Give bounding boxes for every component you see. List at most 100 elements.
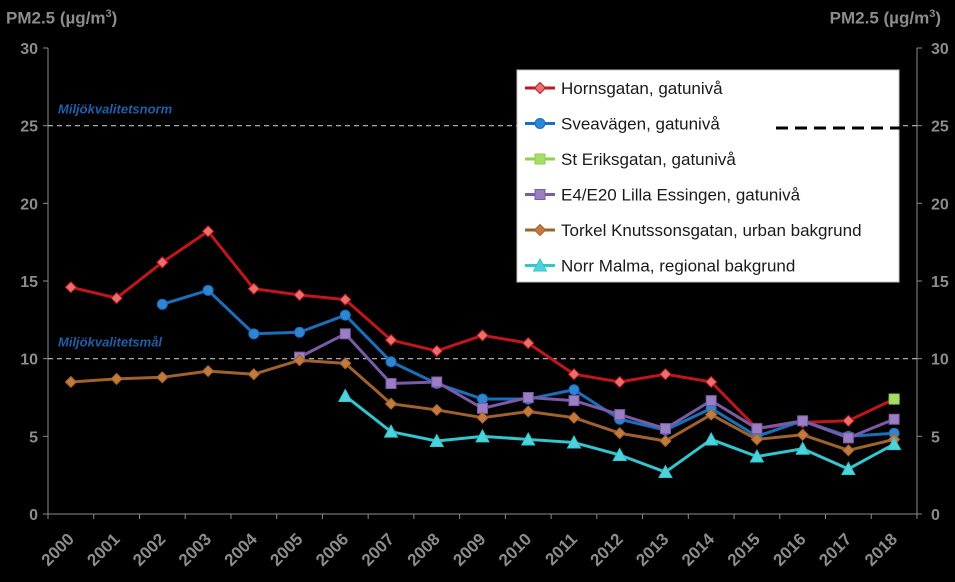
data-point (384, 397, 398, 410)
x-tick-label: 2018 (861, 530, 901, 570)
data-point (567, 367, 581, 381)
data-point (522, 405, 535, 418)
y-tick-label-right: 0 (931, 507, 940, 524)
legend-marker (534, 189, 546, 200)
data-point (612, 447, 628, 461)
y-tick-label-right: 15 (931, 274, 949, 291)
reference-line-label: Miljökvalitetsmål (58, 335, 162, 350)
data-point (749, 448, 765, 463)
y-tick-label-right: 30 (931, 41, 949, 58)
data-point (201, 364, 215, 378)
data-point (110, 372, 123, 386)
data-point (886, 436, 902, 451)
legend-label: St Eriksgatan, gatunivå (561, 150, 736, 169)
data-point (842, 444, 855, 457)
data-point (475, 428, 490, 443)
y-tick-label-left: 15 (20, 274, 38, 291)
x-tick-label: 2015 (724, 530, 764, 570)
y-tick-label-right: 5 (931, 429, 940, 446)
data-point (703, 431, 719, 446)
y-tick-label-left: 5 (29, 429, 38, 446)
data-point (339, 357, 352, 370)
data-point (202, 284, 214, 296)
x-tick-label: 2007 (358, 530, 398, 570)
data-point (659, 367, 672, 381)
series-line (298, 332, 895, 440)
x-tick-label: 2014 (678, 529, 719, 570)
data-point (750, 433, 764, 446)
y-tick-label-left: 10 (20, 352, 38, 369)
data-point (247, 282, 261, 295)
data-point (429, 433, 445, 447)
data-point (704, 375, 718, 389)
data-point (613, 427, 626, 440)
legend-marker (532, 257, 548, 272)
data-point (888, 393, 900, 405)
data-point (293, 288, 306, 302)
data-point (522, 336, 535, 350)
legend-box (516, 69, 900, 283)
data-point (613, 375, 626, 389)
data-point (568, 395, 580, 407)
data-point (751, 423, 763, 435)
y-axis-unit-right: PM2.5 (µg/m3) (829, 8, 941, 28)
data-point (110, 291, 123, 305)
legend-label: Hornsgatan, gatunivå (561, 79, 723, 98)
data-point (294, 326, 306, 338)
data-point (384, 333, 398, 347)
data-point (658, 464, 673, 479)
y-tick-label-right: 25 (931, 119, 949, 136)
data-point (797, 415, 809, 427)
data-point (339, 309, 351, 321)
data-point (156, 371, 169, 384)
y-tick-label-left: 0 (29, 507, 38, 524)
data-point (842, 432, 854, 444)
data-point (430, 403, 443, 417)
x-tick-label: 2004 (221, 529, 262, 570)
data-point (339, 293, 352, 306)
legend-label: Norr Malma, regional bakgrund (561, 257, 795, 276)
data-point (476, 329, 489, 342)
data-point (659, 423, 671, 435)
x-tick-label: 2008 (404, 530, 444, 570)
data-point (247, 367, 261, 381)
data-point (520, 431, 536, 446)
legend-label: Torkel Knutssonsgatan, urban bakgrund (561, 221, 862, 240)
y-tick-label-left: 20 (20, 196, 38, 213)
x-tick-label: 2016 (770, 530, 810, 570)
legend-marker (534, 153, 546, 165)
x-tick-label: 2003 (175, 530, 215, 570)
data-point (705, 395, 717, 407)
data-point (64, 281, 78, 294)
data-point (201, 225, 215, 238)
y-axis-unit-left: PM2.5 (µg/m3) (6, 8, 118, 28)
series-4 (64, 354, 901, 457)
data-point (841, 461, 856, 475)
data-point (796, 428, 809, 441)
data-point (339, 328, 351, 340)
y-tick-label-right: 10 (931, 352, 949, 369)
data-point (156, 298, 168, 310)
legend-marker (533, 223, 547, 237)
data-point (476, 411, 489, 424)
series-3 (294, 328, 900, 444)
reference-line-label: Miljökvalitetsnorm (58, 102, 173, 117)
x-tick-label: 2009 (449, 530, 489, 570)
x-tick-label: 2012 (587, 530, 627, 570)
x-tick-label: 2001 (83, 530, 123, 570)
x-tick-label: 2017 (815, 530, 855, 570)
x-tick-label: 2006 (312, 530, 352, 570)
legend-label: Sveavägen, gatunivå (561, 115, 720, 134)
x-tick-label: 2002 (129, 530, 169, 570)
data-point (431, 376, 443, 388)
x-tick-label: 2000 (38, 530, 78, 570)
data-point (156, 256, 169, 269)
data-point (888, 413, 900, 425)
data-point (568, 384, 580, 396)
legend-label: E4/E20 Lilla Essingen, gatunivå (561, 186, 801, 205)
x-tick-label: 2011 (541, 530, 581, 570)
x-tick-label: 2005 (266, 530, 306, 570)
series-5 (337, 388, 902, 479)
legend-marker (533, 81, 547, 95)
data-point (522, 392, 534, 403)
